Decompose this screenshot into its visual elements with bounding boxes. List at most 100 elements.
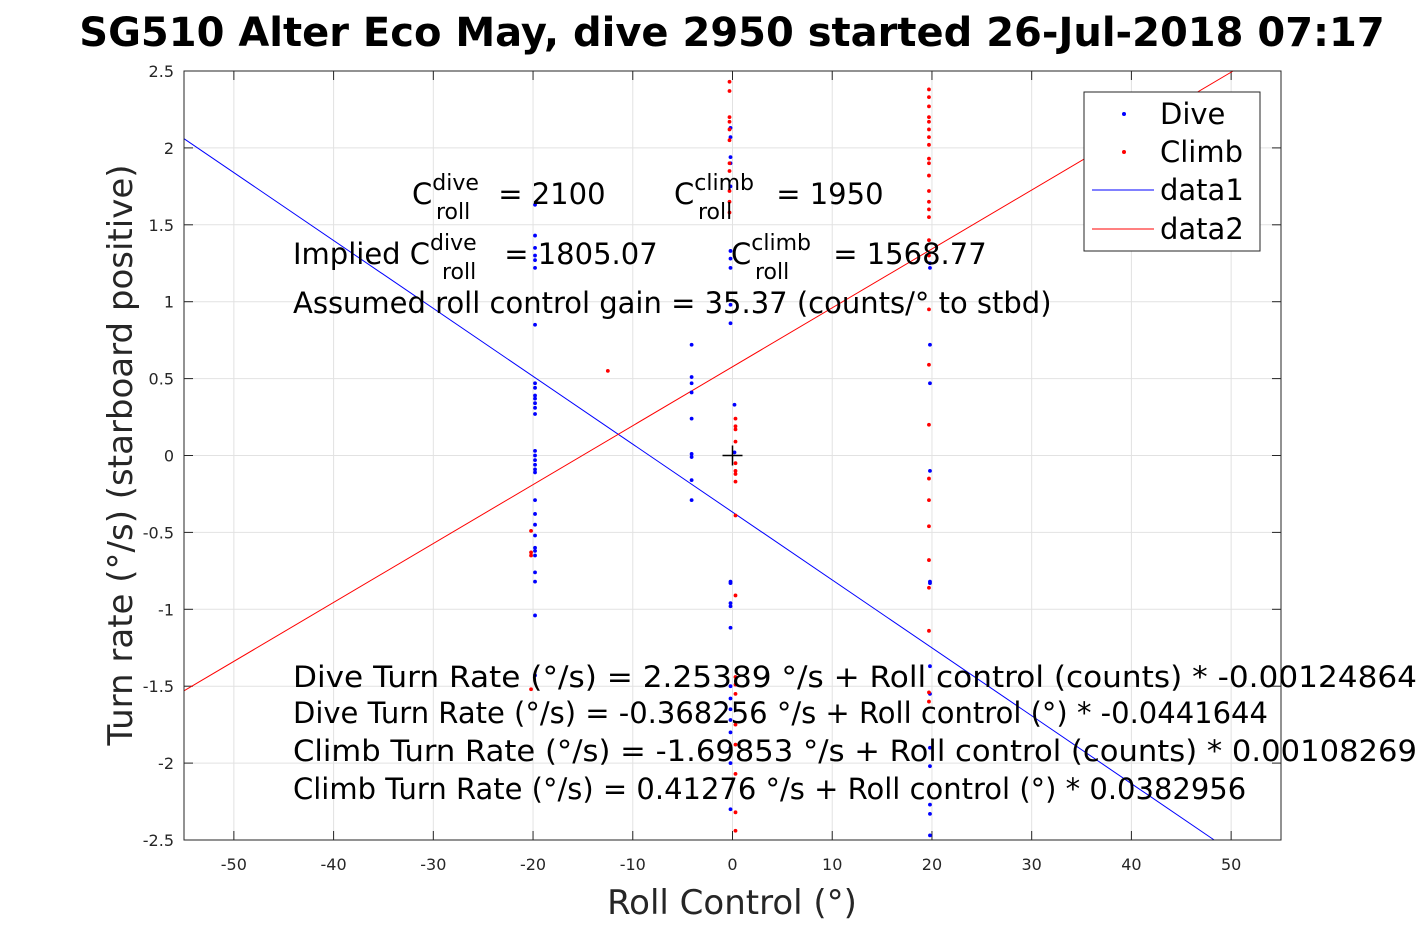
x-tick-label: 50: [1221, 855, 1241, 874]
climb-point: [927, 189, 931, 193]
dive-point: [728, 302, 733, 307]
x-axis-label: Roll Control (°): [607, 883, 857, 923]
dive-point: [533, 453, 537, 458]
y-tick-label: -2.5: [143, 831, 174, 850]
dive-point: [728, 601, 733, 606]
dive-point: [533, 233, 537, 238]
y-tick-label: 2: [164, 139, 174, 158]
climb-point: [605, 369, 610, 373]
x-tick-label: -10: [620, 855, 646, 874]
dive-point: [533, 545, 537, 550]
dive-point: [728, 265, 733, 270]
legend-climb-label: Climb: [1160, 135, 1243, 169]
dive-point: [533, 570, 537, 575]
dive-point: [533, 245, 537, 250]
climb-point: [727, 161, 732, 166]
fit-line-data2: [183, 70, 1234, 692]
implied-dive-value: = 1805.07: [495, 237, 658, 271]
dive-point: [533, 498, 537, 503]
dive-point: [728, 625, 733, 630]
climb-point: [733, 416, 738, 421]
dive-point: [689, 416, 694, 421]
dive-point: [533, 462, 537, 467]
climb-point: [927, 422, 931, 427]
c-roll-climb-sub: roll: [698, 200, 732, 225]
climb-point: [927, 215, 931, 220]
climb-point: [733, 675, 738, 679]
climb-equation-degrees: Climb Turn Rate (°/s) = 0.41276 °/s + Ro…: [293, 772, 1246, 806]
dive-point: [928, 811, 932, 816]
y-tick-label: -2: [158, 754, 174, 773]
climb-point: [529, 528, 533, 533]
climb-point: [733, 682, 738, 687]
climb-point: [927, 585, 931, 590]
legend: Dive Climb data1 data2: [1083, 91, 1261, 252]
x-tick-label: 20: [922, 855, 942, 874]
dive-point: [533, 396, 537, 401]
x-tick-label: 40: [1121, 855, 1141, 874]
climb-point: [927, 115, 931, 120]
climb-point: [733, 468, 738, 473]
climb-point: [733, 593, 738, 598]
x-tick-label: -50: [221, 855, 247, 874]
origin-marker: [722, 445, 743, 466]
climb-point: [529, 550, 533, 555]
data-points: [529, 79, 932, 838]
implied-climb-sub: roll: [755, 260, 789, 285]
climb-point: [529, 553, 533, 558]
legend-dive-marker: [1122, 112, 1126, 116]
x-tick-label: 30: [1022, 855, 1042, 874]
c-roll-dive: Cdive roll = 2100: [412, 171, 606, 225]
fit-line-data1: [183, 138, 1215, 841]
implied-dive-sup: dive: [430, 231, 477, 256]
chart-title: SG510 Alter Eco May, dive 2950 started 2…: [79, 10, 1384, 56]
legend-box: [1083, 91, 1261, 252]
y-tick-label: 1.5: [149, 216, 174, 235]
dive-point: [533, 553, 537, 558]
dive-point: [533, 412, 537, 416]
dive-point: [689, 390, 694, 395]
dive-point: [728, 155, 733, 160]
y-tick-label: 0.5: [149, 370, 174, 389]
dive-point: [928, 342, 932, 347]
dive-point: [689, 498, 694, 503]
implied-climb-prefix: C: [731, 237, 751, 271]
climb-point: [733, 771, 738, 776]
y-axis-label: Turn rate (°/s) (starboard positive): [101, 164, 141, 746]
dive-point: [928, 381, 932, 386]
climb-point: [927, 87, 931, 92]
dive-point: [728, 581, 733, 586]
dive-point: [533, 448, 537, 453]
c-roll-dive-value: = 2100: [489, 177, 606, 211]
dive-point: [533, 401, 537, 406]
dive-point: [928, 764, 932, 769]
dive-point: [689, 381, 694, 386]
climb-point: [727, 169, 732, 173]
dive-point: [728, 604, 733, 609]
climb-point: [727, 115, 732, 120]
dive-point: [533, 613, 537, 618]
c-roll-dive-prefix: C: [412, 177, 432, 211]
dive-point: [728, 696, 733, 701]
c-roll-climb-value: = 1950: [767, 177, 884, 211]
dive-point: [533, 202, 537, 207]
dive-point: [533, 458, 537, 463]
climb-point: [927, 699, 931, 704]
climb-point: [927, 253, 931, 258]
dive-point: [533, 258, 537, 263]
dive-point: [728, 807, 733, 812]
dive-point: [928, 581, 932, 586]
legend-data1-label: data1: [1160, 173, 1244, 207]
climb-point: [733, 513, 738, 518]
x-tick-label: -30: [420, 855, 446, 874]
climb-point: [733, 439, 738, 444]
dive-point: [533, 385, 537, 390]
climb-point: [733, 479, 738, 484]
climb-point: [733, 722, 738, 727]
climb-point: [727, 199, 732, 204]
climb-point: [927, 498, 931, 503]
c-roll-climb-prefix: C: [674, 177, 694, 211]
dive-point: [728, 730, 733, 735]
dive-point: [533, 393, 537, 398]
dive-equation-counts: Dive Turn Rate (°/s) = 2.25389 °/s + Rol…: [293, 660, 1417, 694]
